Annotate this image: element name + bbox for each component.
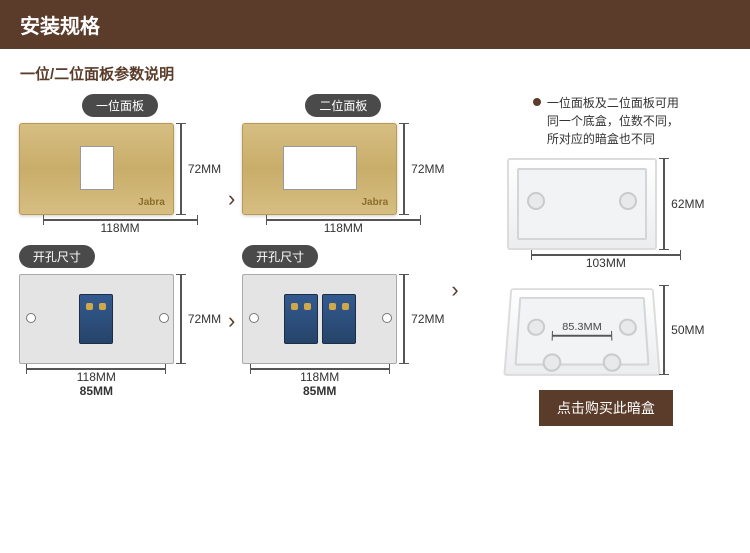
module2-plate (242, 274, 397, 364)
panel1-faceplate: Jabra (19, 123, 174, 215)
hbar-icon (43, 219, 198, 221)
panel2-with-dim: Jabra 72MM (242, 123, 444, 215)
panel1-slot (80, 146, 114, 190)
hole-icon (159, 313, 169, 323)
mount-holes (243, 275, 398, 365)
panel1-width-label: 118MM (100, 221, 139, 235)
vbar-icon (180, 274, 182, 364)
vbar-icon (663, 285, 665, 375)
note-line1: 一位面板及二位面板可用 (547, 96, 679, 110)
panel2-width-label: 118MM (324, 221, 363, 235)
hbar-icon (552, 335, 612, 337)
note-line3: 所对应的暗盒也不同 (547, 132, 655, 146)
badge-one-gang: 一位面板 (82, 94, 158, 117)
switch-module-icon (322, 294, 356, 344)
hole-icon (26, 313, 36, 323)
content-grid: 一位面板 Jabra 72MM 118MM 开孔尺寸 (0, 94, 750, 441)
module1-bottom-label: 85MM (80, 384, 113, 398)
knockout-icon (603, 353, 622, 371)
module2-height-dim: 72MM (397, 274, 444, 364)
note-line2: 同一个底盒，位数不同， (547, 114, 679, 128)
hole-icon (382, 313, 392, 323)
module1-section: 开孔尺寸 72MM 118MM 85MM (19, 245, 221, 398)
module1-height-label: 72MM (188, 312, 221, 326)
panel2-height-label: 72MM (411, 162, 444, 176)
vbar-icon (180, 123, 182, 215)
buy-box-button[interactable]: 点击购买此暗盒 (539, 390, 673, 426)
module2-height-label: 72MM (411, 312, 444, 326)
panel2-slot (283, 146, 357, 190)
hole-icon (249, 313, 259, 323)
module2-width-dim: 118MM 85MM (242, 364, 397, 398)
module1-plate (19, 274, 174, 364)
panel2-faceplate: Jabra (242, 123, 397, 215)
chevron-right-icon: › (451, 279, 458, 301)
brand-logo: Jabra (361, 197, 388, 208)
box1-height-dim: 62MM (657, 158, 704, 250)
vbar-icon (403, 123, 405, 215)
module2-bottom-label: 85MM (303, 384, 336, 398)
badge-module2: 开孔尺寸 (242, 245, 318, 268)
arrow-separator: › › (228, 94, 235, 426)
box2-inner-dim: 85.3MM (509, 322, 656, 337)
subheader-text: 一位/二位面板参数说明 (0, 49, 750, 94)
badge-two-gang: 二位面板 (305, 94, 381, 117)
switch-module-icon (79, 294, 113, 344)
box2-with-dim: 85.3MM 50MM (507, 284, 704, 376)
box2-height-label: 50MM (671, 323, 704, 337)
module1-height-dim: 72MM (174, 274, 221, 364)
vbar-icon (403, 274, 405, 364)
col-two-gang: 二位面板 Jabra 72MM 118MM 开孔尺寸 (243, 94, 443, 426)
hbar-icon (26, 368, 166, 370)
module2-with-dim: 72MM (242, 274, 444, 364)
header-title: 安装规格 (20, 16, 100, 38)
box1-with-dim: 62MM (507, 158, 704, 250)
switch-module-icon (284, 294, 318, 344)
panel1-with-dim: Jabra 72MM (19, 123, 221, 215)
panel1-width-dim: 118MM (43, 215, 198, 235)
box2-inner-label: 85.3MM (562, 322, 602, 333)
box2-height-dim: 50MM (657, 285, 704, 375)
back-box-2: 85.3MM (503, 288, 660, 376)
chevron-right-icon: › (228, 310, 235, 332)
hbar-icon (531, 254, 681, 256)
knockout-icon (542, 353, 561, 371)
box1-height-label: 62MM (671, 197, 704, 211)
hbar-icon (266, 219, 421, 221)
chevron-right-icon: › (228, 188, 235, 210)
box1-width-dim: 103MM (531, 250, 681, 270)
module1-with-dim: 72MM (19, 274, 221, 364)
col-one-gang: 一位面板 Jabra 72MM 118MM 开孔尺寸 (20, 94, 220, 426)
panel1-height-dim: 72MM (174, 123, 221, 215)
brand-logo: Jabra (138, 197, 165, 208)
back-box-1 (507, 158, 657, 250)
panel1-height-label: 72MM (188, 162, 221, 176)
vbar-icon (663, 158, 665, 250)
module2-section: 开孔尺寸 72MM 118MM 85MM (242, 245, 444, 398)
hbar-icon (250, 368, 390, 370)
panel2-height-dim: 72MM (397, 123, 444, 215)
module1-width-label: 118MM (77, 370, 116, 384)
panel2-width-dim: 118MM (266, 215, 421, 235)
box1-width-label: 103MM (586, 256, 626, 270)
note-text: 一位面板及二位面板可用 同一个底盒，位数不同， 所对应的暗盒也不同 (533, 94, 679, 148)
arrow-separator: › (451, 94, 458, 426)
badge-module1: 开孔尺寸 (19, 245, 95, 268)
module2-width-label: 118MM (300, 370, 339, 384)
module1-width-dim: 118MM 85MM (19, 364, 174, 398)
header-bar: 安装规格 (0, 0, 750, 49)
col-boxes: 一位面板及二位面板可用 同一个底盒，位数不同， 所对应的暗盒也不同 62MM 1… (467, 94, 745, 426)
